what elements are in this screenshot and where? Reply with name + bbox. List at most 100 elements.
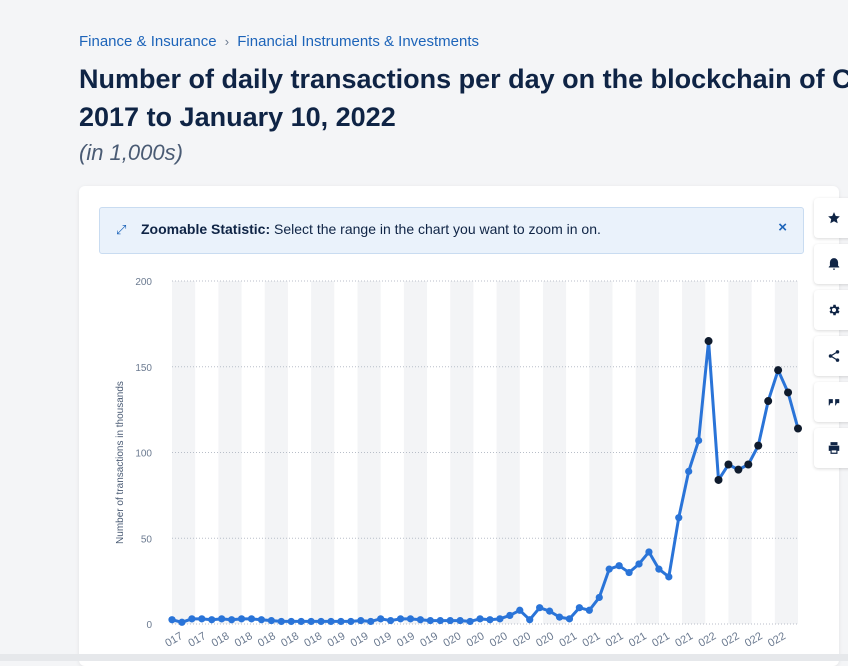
data-point xyxy=(347,617,355,626)
x-tick-label: 019 xyxy=(325,630,347,650)
series-line xyxy=(171,339,800,624)
expand-arrows-icon: ⤢ xyxy=(116,222,127,237)
x-tick-label: 019 xyxy=(395,630,417,650)
data-point xyxy=(406,615,415,623)
data-point xyxy=(426,616,434,625)
data-point xyxy=(665,573,673,581)
data-point xyxy=(714,475,723,484)
breadcrumb-separator: › xyxy=(224,34,230,49)
data-point xyxy=(267,616,275,625)
y-tick-label: 200 xyxy=(135,277,152,288)
data-point xyxy=(516,606,524,614)
chart-band xyxy=(172,281,196,624)
chart-band xyxy=(542,281,567,624)
print-button[interactable] xyxy=(814,428,848,468)
data-point xyxy=(695,436,703,445)
x-tick-label: 018 xyxy=(302,630,324,650)
data-point xyxy=(655,565,663,573)
data-point xyxy=(208,616,216,624)
data-point xyxy=(307,617,315,626)
data-point xyxy=(526,616,534,624)
citation-button[interactable] xyxy=(814,382,848,422)
data-point xyxy=(545,607,554,615)
y-tick-label: 0 xyxy=(146,620,152,631)
data-point xyxy=(575,604,583,612)
breadcrumb-subcategory-link[interactable]: Financial Instruments & Investments xyxy=(237,33,480,50)
chart-band xyxy=(264,281,288,624)
y-axis-label: Number of transactions in thousands xyxy=(115,381,126,544)
data-point xyxy=(218,615,226,623)
data-point xyxy=(287,617,295,626)
data-point xyxy=(794,424,802,433)
data-point xyxy=(327,617,335,626)
data-point xyxy=(377,615,385,623)
data-point xyxy=(188,615,196,623)
share-button[interactable] xyxy=(814,336,848,376)
share-icon xyxy=(828,350,840,362)
data-point xyxy=(754,441,763,450)
data-point xyxy=(416,616,425,624)
data-point xyxy=(585,606,593,614)
page-title-line2: 2017 to January 10, 2022 xyxy=(79,102,396,132)
data-point xyxy=(387,616,395,625)
page-title-line1: Number of daily transactions per day on … xyxy=(79,64,848,94)
x-tick-label: 021 xyxy=(627,630,649,650)
data-point xyxy=(555,613,564,621)
close-icon[interactable]: × xyxy=(778,219,787,236)
quote-icon xyxy=(828,399,840,406)
data-point xyxy=(744,460,753,469)
breadcrumb: Finance & Insurance › Financial Instrume… xyxy=(79,33,479,50)
data-point xyxy=(764,397,773,406)
line-chart[interactable]: 0 50 100 150 200 Number of transactions in th… xyxy=(100,266,805,661)
x-tick-label: 018 xyxy=(233,630,255,650)
x-tick-label: 019 xyxy=(418,630,440,650)
settings-button[interactable] xyxy=(814,290,848,330)
gear-icon xyxy=(829,304,840,316)
banner-message: Select the range in the chart you want t… xyxy=(270,221,601,237)
data-point xyxy=(496,615,504,623)
x-tick-label: 020 xyxy=(465,630,487,650)
data-point xyxy=(615,562,623,570)
data-point xyxy=(536,604,544,612)
page-subtitle: (in 1,000s) xyxy=(79,140,183,165)
data-point xyxy=(178,618,186,626)
data-point xyxy=(198,615,206,623)
data-point xyxy=(605,565,613,573)
data-point xyxy=(396,615,405,623)
chart-band xyxy=(774,281,798,624)
print-icon xyxy=(828,442,840,454)
x-tick-label: 021 xyxy=(581,630,603,650)
y-tick-label: 150 xyxy=(135,363,152,374)
x-tick-label: 018 xyxy=(210,630,232,650)
star-icon xyxy=(828,212,840,224)
x-tick-label: 019 xyxy=(349,630,371,650)
bell-icon xyxy=(828,258,840,270)
x-tick-label: 017 xyxy=(163,630,185,650)
breadcrumb-category-link[interactable]: Finance & Insurance xyxy=(79,33,217,50)
data-point xyxy=(337,617,345,626)
x-tick-label: 020 xyxy=(488,630,510,650)
data-point xyxy=(595,593,603,602)
data-point xyxy=(317,617,325,626)
data-point xyxy=(277,617,285,626)
data-point xyxy=(734,465,743,474)
x-tick-label: 021 xyxy=(673,630,695,650)
data-point xyxy=(565,615,574,623)
x-tick-label: 020 xyxy=(511,630,533,650)
data-point xyxy=(228,616,236,624)
data-point xyxy=(297,617,305,626)
data-point xyxy=(685,467,693,475)
data-point xyxy=(357,616,365,625)
data-point xyxy=(704,337,713,346)
favorite-button[interactable] xyxy=(814,198,848,238)
data-point xyxy=(446,616,454,625)
data-point xyxy=(635,560,643,568)
scrollbar-track[interactable] xyxy=(0,654,848,661)
data-point xyxy=(784,388,793,397)
notification-button[interactable] xyxy=(814,244,848,284)
data-point xyxy=(237,615,246,623)
data-point xyxy=(724,460,733,469)
page-title: Number of daily transactions per day on … xyxy=(79,60,848,136)
x-tick-label: 021 xyxy=(604,630,626,650)
data-point xyxy=(675,514,683,522)
